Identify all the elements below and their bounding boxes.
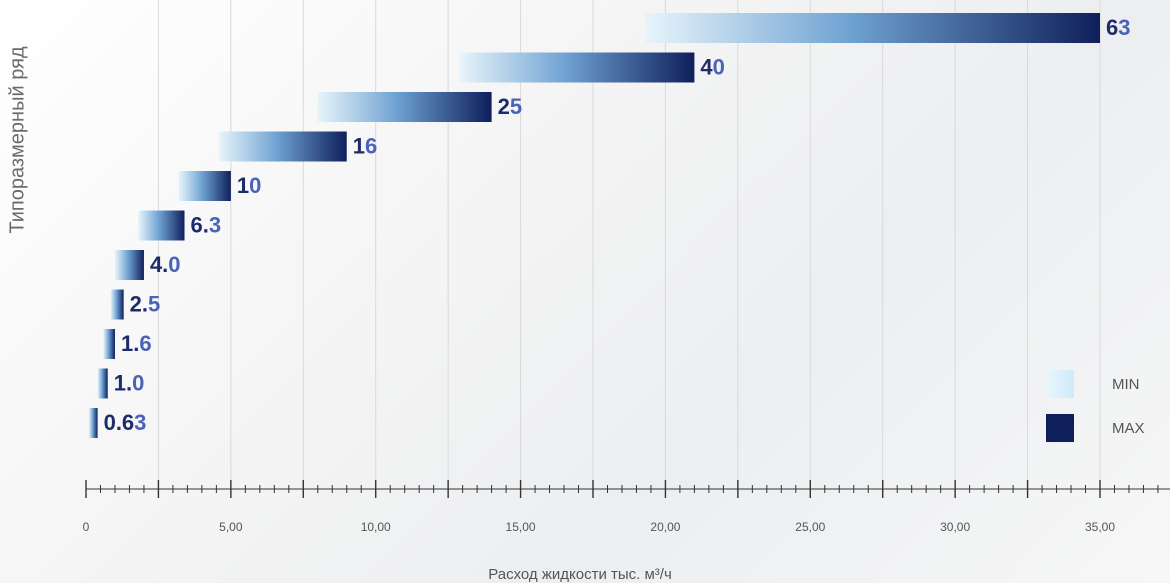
bar-label: 10 xyxy=(237,173,262,198)
bar-1-0 xyxy=(97,368,108,399)
x-tick-label: 20,00 xyxy=(650,520,680,534)
legend-swatch-max xyxy=(1046,414,1074,442)
bar-label: 4.0 xyxy=(150,252,181,277)
x-tick-label: 15,00 xyxy=(506,520,536,534)
legend-swatch-min xyxy=(1046,370,1074,398)
bar-label: 1.0 xyxy=(114,371,145,396)
bar-1-6 xyxy=(103,329,115,359)
x-tick-label: 10,00 xyxy=(361,520,391,534)
bar-label: 40 xyxy=(700,55,725,80)
bar-label: 1.6 xyxy=(121,331,152,356)
bar-label: 16 xyxy=(353,134,378,159)
legend-label-max: MAX xyxy=(1112,419,1145,437)
legend-item-max: MAX xyxy=(1046,414,1156,442)
x-tick-label: 25,00 xyxy=(795,520,825,534)
bar-label: 2.5 xyxy=(130,292,161,317)
bar-0-63 xyxy=(88,408,98,438)
bar-label: 63 xyxy=(1106,15,1131,40)
bar-label: 0.63 xyxy=(104,410,147,435)
bar-4-0 xyxy=(114,250,144,280)
x-axis: 0 5,00 10,00 15,00 20,00 25,00 30,00 35,00 xyxy=(83,480,1170,534)
x-axis-label: Расход жидкости тыс. м³/ч xyxy=(488,566,672,583)
legend-label-min: MIN xyxy=(1112,375,1140,393)
bars: 63 40 25 16 10 6.3 4.0 2.5 1.6 1.0 0.63 xyxy=(88,13,1131,438)
bar-label: 6.3 xyxy=(191,213,222,238)
x-tick-label: 35,00 xyxy=(1085,520,1115,534)
bar-label: 25 xyxy=(498,94,522,119)
bar-2-5 xyxy=(110,289,124,320)
legend-item-min: MIN xyxy=(1046,370,1156,398)
bar-25 xyxy=(317,92,492,122)
x-tick-label: 5,00 xyxy=(219,520,243,534)
x-tick-label: 0 xyxy=(83,520,90,534)
bar-63 xyxy=(645,13,1100,43)
bar-10 xyxy=(178,171,231,201)
x-tick-label: 30,00 xyxy=(940,520,970,534)
bar-40 xyxy=(459,52,695,83)
bar-16 xyxy=(219,131,347,162)
bar-6-3 xyxy=(138,210,185,241)
